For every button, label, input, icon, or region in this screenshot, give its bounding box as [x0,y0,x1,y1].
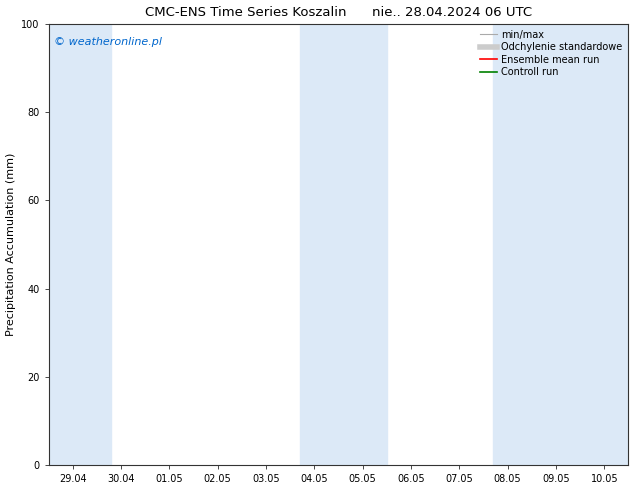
Text: © weatheronline.pl: © weatheronline.pl [55,37,162,47]
Title: CMC-ENS Time Series Koszalin      nie.. 28.04.2024 06 UTC: CMC-ENS Time Series Koszalin nie.. 28.04… [145,5,532,19]
Y-axis label: Precipitation Accumulation (mm): Precipitation Accumulation (mm) [6,153,16,336]
Bar [300,24,387,465]
Bar [493,24,628,465]
Legend: min/max, Odchylenie standardowe, Ensemble mean run, Controll run: min/max, Odchylenie standardowe, Ensembl… [476,26,626,81]
Bar [49,24,112,465]
